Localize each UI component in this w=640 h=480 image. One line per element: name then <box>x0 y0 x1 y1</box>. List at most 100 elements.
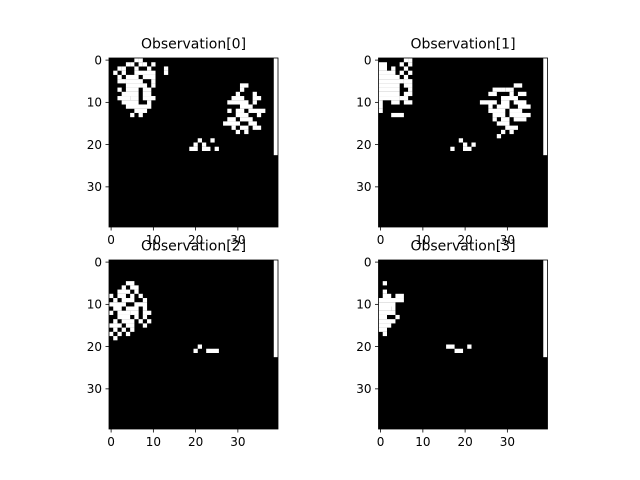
heatmap-cell <box>378 298 404 303</box>
heatmap-cell <box>227 100 249 105</box>
heatmap-cell <box>142 323 148 328</box>
heatmap-cell <box>163 70 169 75</box>
y-tick-label: 10 <box>356 298 371 312</box>
heatmap-cell <box>142 306 148 311</box>
heatmap-cell <box>505 125 518 130</box>
heatmap-cell <box>201 146 211 151</box>
heatmap-cell <box>138 112 143 118</box>
heatmap-cell <box>113 327 118 332</box>
x-tick-label: 30 <box>230 435 245 449</box>
heatmap-bar <box>543 260 548 358</box>
heatmap-cell <box>193 348 198 353</box>
heatmap-cell <box>134 302 148 307</box>
heatmap-cell <box>378 104 383 109</box>
heatmap-cell <box>142 314 148 320</box>
heatmap-cell <box>121 100 139 105</box>
heatmap-cell <box>488 91 497 97</box>
heatmap-cell <box>121 298 135 303</box>
heatmap-cell <box>231 96 245 101</box>
heatmap-cells <box>378 57 548 228</box>
heatmap-cell <box>121 66 126 71</box>
heatmap-cell <box>125 104 152 109</box>
heatmap-cell <box>509 129 514 135</box>
subplot-3: 0 0 10 10 20 20 30 30 <box>356 255 548 449</box>
heatmap-cell <box>467 344 472 349</box>
heatmap-cell <box>378 66 387 71</box>
heatmap-cell <box>471 142 476 147</box>
heatmap-cell <box>450 146 455 151</box>
y-tick-label: 0 <box>94 255 102 269</box>
heatmap-cell <box>117 87 122 92</box>
heatmap-cell <box>134 108 148 113</box>
heatmap-cell <box>501 129 506 135</box>
heatmap-cell <box>117 96 131 101</box>
heatmap-cell <box>117 293 126 299</box>
heatmap-cell <box>121 70 126 75</box>
x-tick-label: 30 <box>230 233 245 247</box>
heatmap-cell <box>113 336 118 341</box>
heatmap-cell <box>378 310 396 315</box>
heatmap-cell <box>125 306 139 311</box>
x-tick-label: 30 <box>500 233 515 247</box>
heatmap-cell <box>117 66 122 71</box>
heatmap-cell <box>378 319 396 324</box>
heatmap-cell <box>496 104 510 109</box>
heatmap-cell <box>501 87 506 92</box>
x-tick-label: 0 <box>107 435 115 449</box>
heatmap-cell <box>125 87 139 92</box>
heatmap-cell <box>117 79 126 84</box>
heatmap-cell <box>121 319 135 324</box>
heatmap-cell <box>189 146 198 151</box>
heatmap-cell <box>121 91 139 97</box>
heatmap-cell <box>403 79 413 84</box>
heatmap-cell <box>501 100 510 105</box>
heatmap-cell <box>138 58 143 63</box>
heatmap-cell <box>134 58 139 63</box>
heatmap-cell <box>121 285 126 290</box>
heatmap-cell <box>142 87 152 92</box>
heatmap-cell <box>130 327 135 332</box>
heatmap-cell <box>147 66 152 71</box>
heatmap-bar <box>273 260 278 358</box>
heatmap-cell <box>130 310 139 315</box>
heatmap-cell <box>395 293 404 299</box>
heatmap-cell <box>125 79 143 84</box>
heatmap-cell <box>113 319 118 324</box>
heatmap-cell <box>130 96 139 101</box>
y-tick-label: 0 <box>364 255 372 269</box>
heatmap-cell <box>227 117 236 122</box>
heatmap-cell <box>382 289 387 294</box>
heatmap-cell <box>382 331 387 337</box>
x-tick-label: 20 <box>188 233 203 247</box>
heatmap-cell <box>395 314 400 320</box>
heatmap-cell <box>113 298 118 303</box>
axes-frame <box>108 259 279 430</box>
y-tick-label: 30 <box>356 180 371 194</box>
heatmap-cell <box>403 91 413 97</box>
heatmap-cell <box>513 83 523 88</box>
heatmap-cell <box>142 298 148 303</box>
heatmap-cell <box>125 74 139 80</box>
y-tick-label: 30 <box>356 382 371 396</box>
heatmap-cell <box>142 74 156 80</box>
heatmap-cell <box>239 87 245 92</box>
heatmap-cell <box>223 121 241 126</box>
heatmap-cell <box>117 289 131 294</box>
x-tick-label: 20 <box>457 435 472 449</box>
heatmap-cell <box>244 129 249 135</box>
heatmap-cell <box>378 314 387 320</box>
axis-ticks: 0 0 10 10 20 20 30 30 <box>356 53 515 247</box>
heatmap-bar <box>273 58 278 156</box>
axes-frame <box>108 57 279 228</box>
axis-ticks: 0 0 10 10 20 20 30 30 <box>87 53 246 247</box>
heatmap-cell <box>446 344 455 349</box>
subplot-title: Observation[2] <box>141 239 246 255</box>
heatmap-cell <box>252 100 257 105</box>
heatmap-cell <box>378 323 392 328</box>
y-tick-label: 20 <box>356 138 371 152</box>
heatmap-cell <box>239 83 249 88</box>
heatmap-cell <box>378 100 383 105</box>
heatmap-cell <box>227 108 232 113</box>
heatmap-cell <box>378 306 392 311</box>
heatmap-cell <box>248 121 257 126</box>
